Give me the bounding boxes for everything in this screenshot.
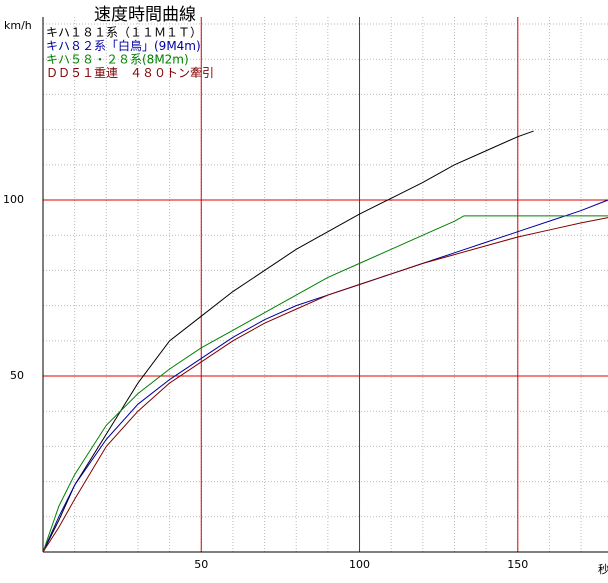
series-line — [42, 130, 534, 553]
y-axis-label: km/h — [4, 19, 32, 32]
x-tick-label: 100 — [349, 558, 370, 571]
series-line — [42, 217, 608, 553]
series-line — [42, 215, 608, 553]
legend-entry: キハ８２系「白鳥」(9M4m) — [46, 38, 201, 53]
chart-title: 速度時間曲線 — [94, 5, 196, 25]
series-line — [42, 199, 608, 553]
legend-entry: キハ５８・２８系(8M2m) — [46, 53, 189, 67]
legend-entry: キハ１８１系（１１Ｍ１Ｔ） — [46, 26, 202, 40]
x-tick-label: 50 — [194, 558, 208, 571]
y-tick-label: 50 — [10, 369, 24, 382]
legend-entry: ＤＤ５１重連 ４８０トン牽引 — [46, 65, 214, 80]
x-tick-label: 150 — [507, 558, 528, 571]
y-tick-label: 100 — [3, 193, 24, 206]
x-axis-label: 秒 — [598, 562, 608, 576]
